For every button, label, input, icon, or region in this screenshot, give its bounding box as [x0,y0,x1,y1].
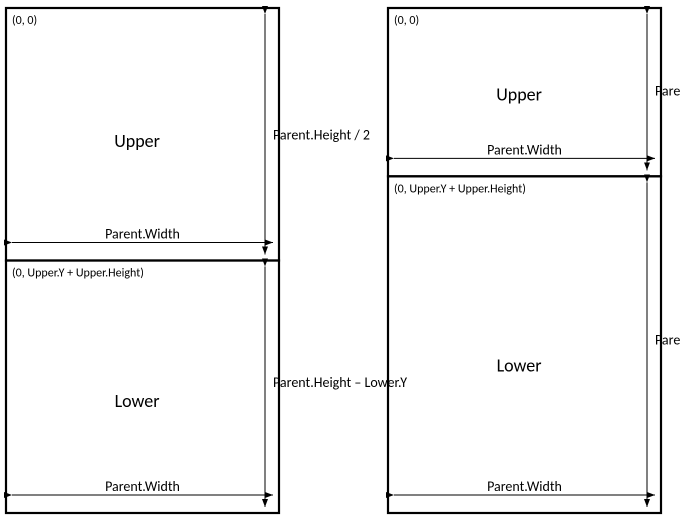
right-lower-origin: (0, Upper.Y + Upper.Height) [394,182,526,196]
left-upper-width-label: Parent.Width [105,226,180,243]
layout-diagram: (0, 0) Upper Parent.Width Parent.Height / 2… [0,0,680,525]
right-upper-origin: (0, 0) [394,14,419,28]
right-upper-width-label: Parent.Width [487,141,562,158]
left-upper-height-label: Parent.Height / 2 [273,126,370,143]
right-lower-width-label: Parent.Width [487,478,562,495]
left-lower-rect [6,261,279,514]
left-lower-title: Lower [115,390,160,412]
left-upper-origin: (0, 0) [12,14,37,28]
right-lower-rect [388,176,661,513]
left-lower-width-label: Parent.Width [105,478,180,495]
right-upper-height-label: Parent.Height / 3 [655,83,680,100]
right-lower-height-label: Parent.Height – Lower.Y [655,332,680,349]
left-upper-title: Upper [114,130,160,152]
right-lower-title: Lower [497,355,542,377]
left-lower-origin: (0, Upper.Y + Upper.Height) [12,267,144,281]
right-upper-title: Upper [496,84,542,106]
